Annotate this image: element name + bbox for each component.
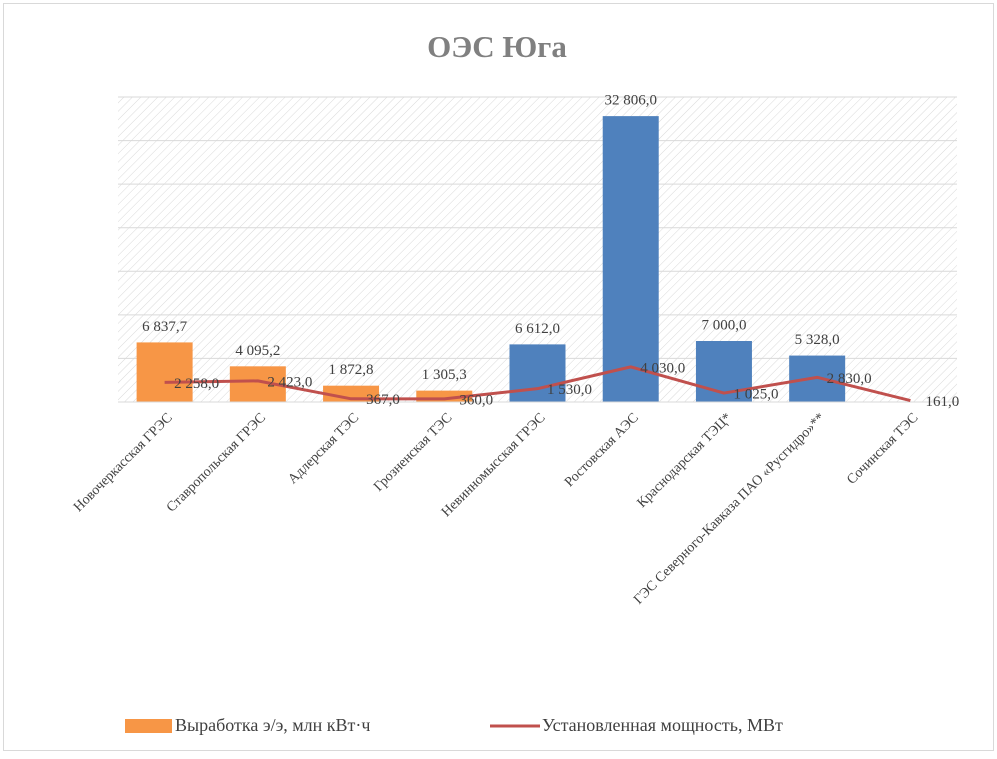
bar (509, 344, 566, 402)
legend-label: Установленная мощность, МВт (542, 715, 783, 735)
line-value-label: 1 025,0 (733, 387, 778, 403)
line-value-label: 2 423,0 (267, 374, 312, 390)
chart-title: ОЭС Юга (427, 29, 567, 64)
line-value-label: 360,0 (459, 392, 493, 408)
bar (416, 390, 473, 402)
bar (136, 342, 193, 402)
bar (602, 116, 659, 402)
bar-value-label: 6 612,0 (515, 321, 560, 337)
line-value-label: 1 530,0 (547, 382, 592, 398)
bar-value-label: 7 000,0 (701, 317, 746, 333)
legend-swatch (125, 719, 172, 733)
legend-label: Выработка э/э, млн кВт·ч (175, 715, 370, 735)
bar-value-label: 1 872,8 (329, 362, 374, 378)
bar-value-label: 6 837,7 (142, 319, 188, 335)
line-value-label: 2 258,0 (174, 376, 219, 392)
bar-value-label: 4 095,2 (235, 343, 280, 359)
line-value-label: 367,0 (366, 392, 400, 408)
bar-value-label: 5 328,0 (795, 332, 840, 348)
bar-value-label: 1 305,3 (422, 367, 467, 383)
bar-value-label: 32 806,0 (604, 93, 657, 109)
line-value-label: 2 830,0 (827, 371, 872, 387)
line-value-label: 4 030,0 (640, 360, 685, 376)
line (164, 365, 911, 403)
line-value-label: 161,0 (926, 394, 960, 410)
